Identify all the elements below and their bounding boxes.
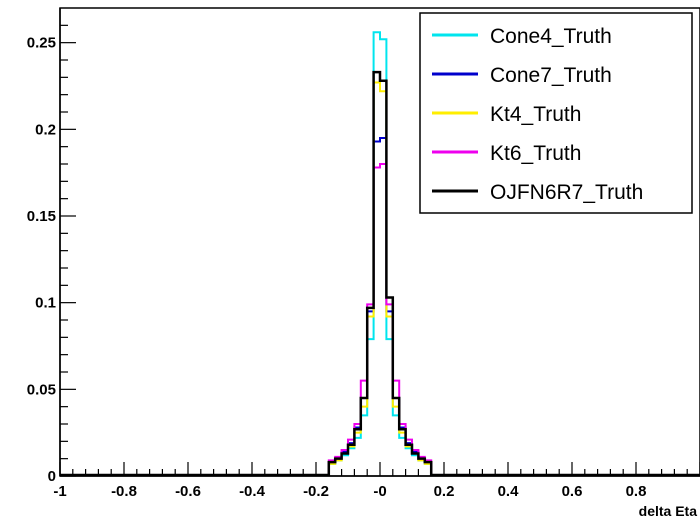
legend: Cone4_Truth Cone7_Truth Kt4_Truth Kt6_Truth… [419,12,693,214]
x-tick-label: 0.4 [498,483,520,500]
y-tick-label: 0.05 [27,381,56,398]
legend-label: Cone4_Truth [490,25,612,48]
x-tick-label: -0.4 [239,483,266,500]
x-tick-label: 0.8 [626,483,647,500]
legend-label: Kt4_Truth [490,103,581,126]
legend-label: Kt6_Truth [490,142,581,165]
x-tick-label: -1 [53,483,66,500]
x-tick-label: -0.2 [303,483,329,500]
series-line-ojfn6r7-truth [60,70,700,477]
x-tick-label: -0 [373,483,386,500]
series-layer [60,31,700,477]
x-tick-label: -0.6 [175,483,201,500]
y-tick-label: 0 [48,468,56,485]
y-tick-label: 0.2 [35,121,56,138]
y-tick-label: 0.25 [27,35,56,52]
x-axis-label: delta Eta [639,503,698,519]
x-tick-label: 0.6 [562,483,583,500]
x-tick-label: -0.8 [111,483,137,500]
legend-label: Cone7_Truth [490,64,612,87]
legend-label: OJFN6R7_Truth [490,181,643,204]
y-tick-label: 0.15 [27,208,56,225]
x-tick-label: 0.2 [434,483,455,500]
y-tick-label: 0.1 [35,295,56,312]
series-line-kt6-truth [60,163,700,476]
axes-layer: -1 -0.8 -0.6 -0.4 -0.2 -0 0.2 0.4 0.6 0.8 0 0.05 0.1… [27,8,700,500]
